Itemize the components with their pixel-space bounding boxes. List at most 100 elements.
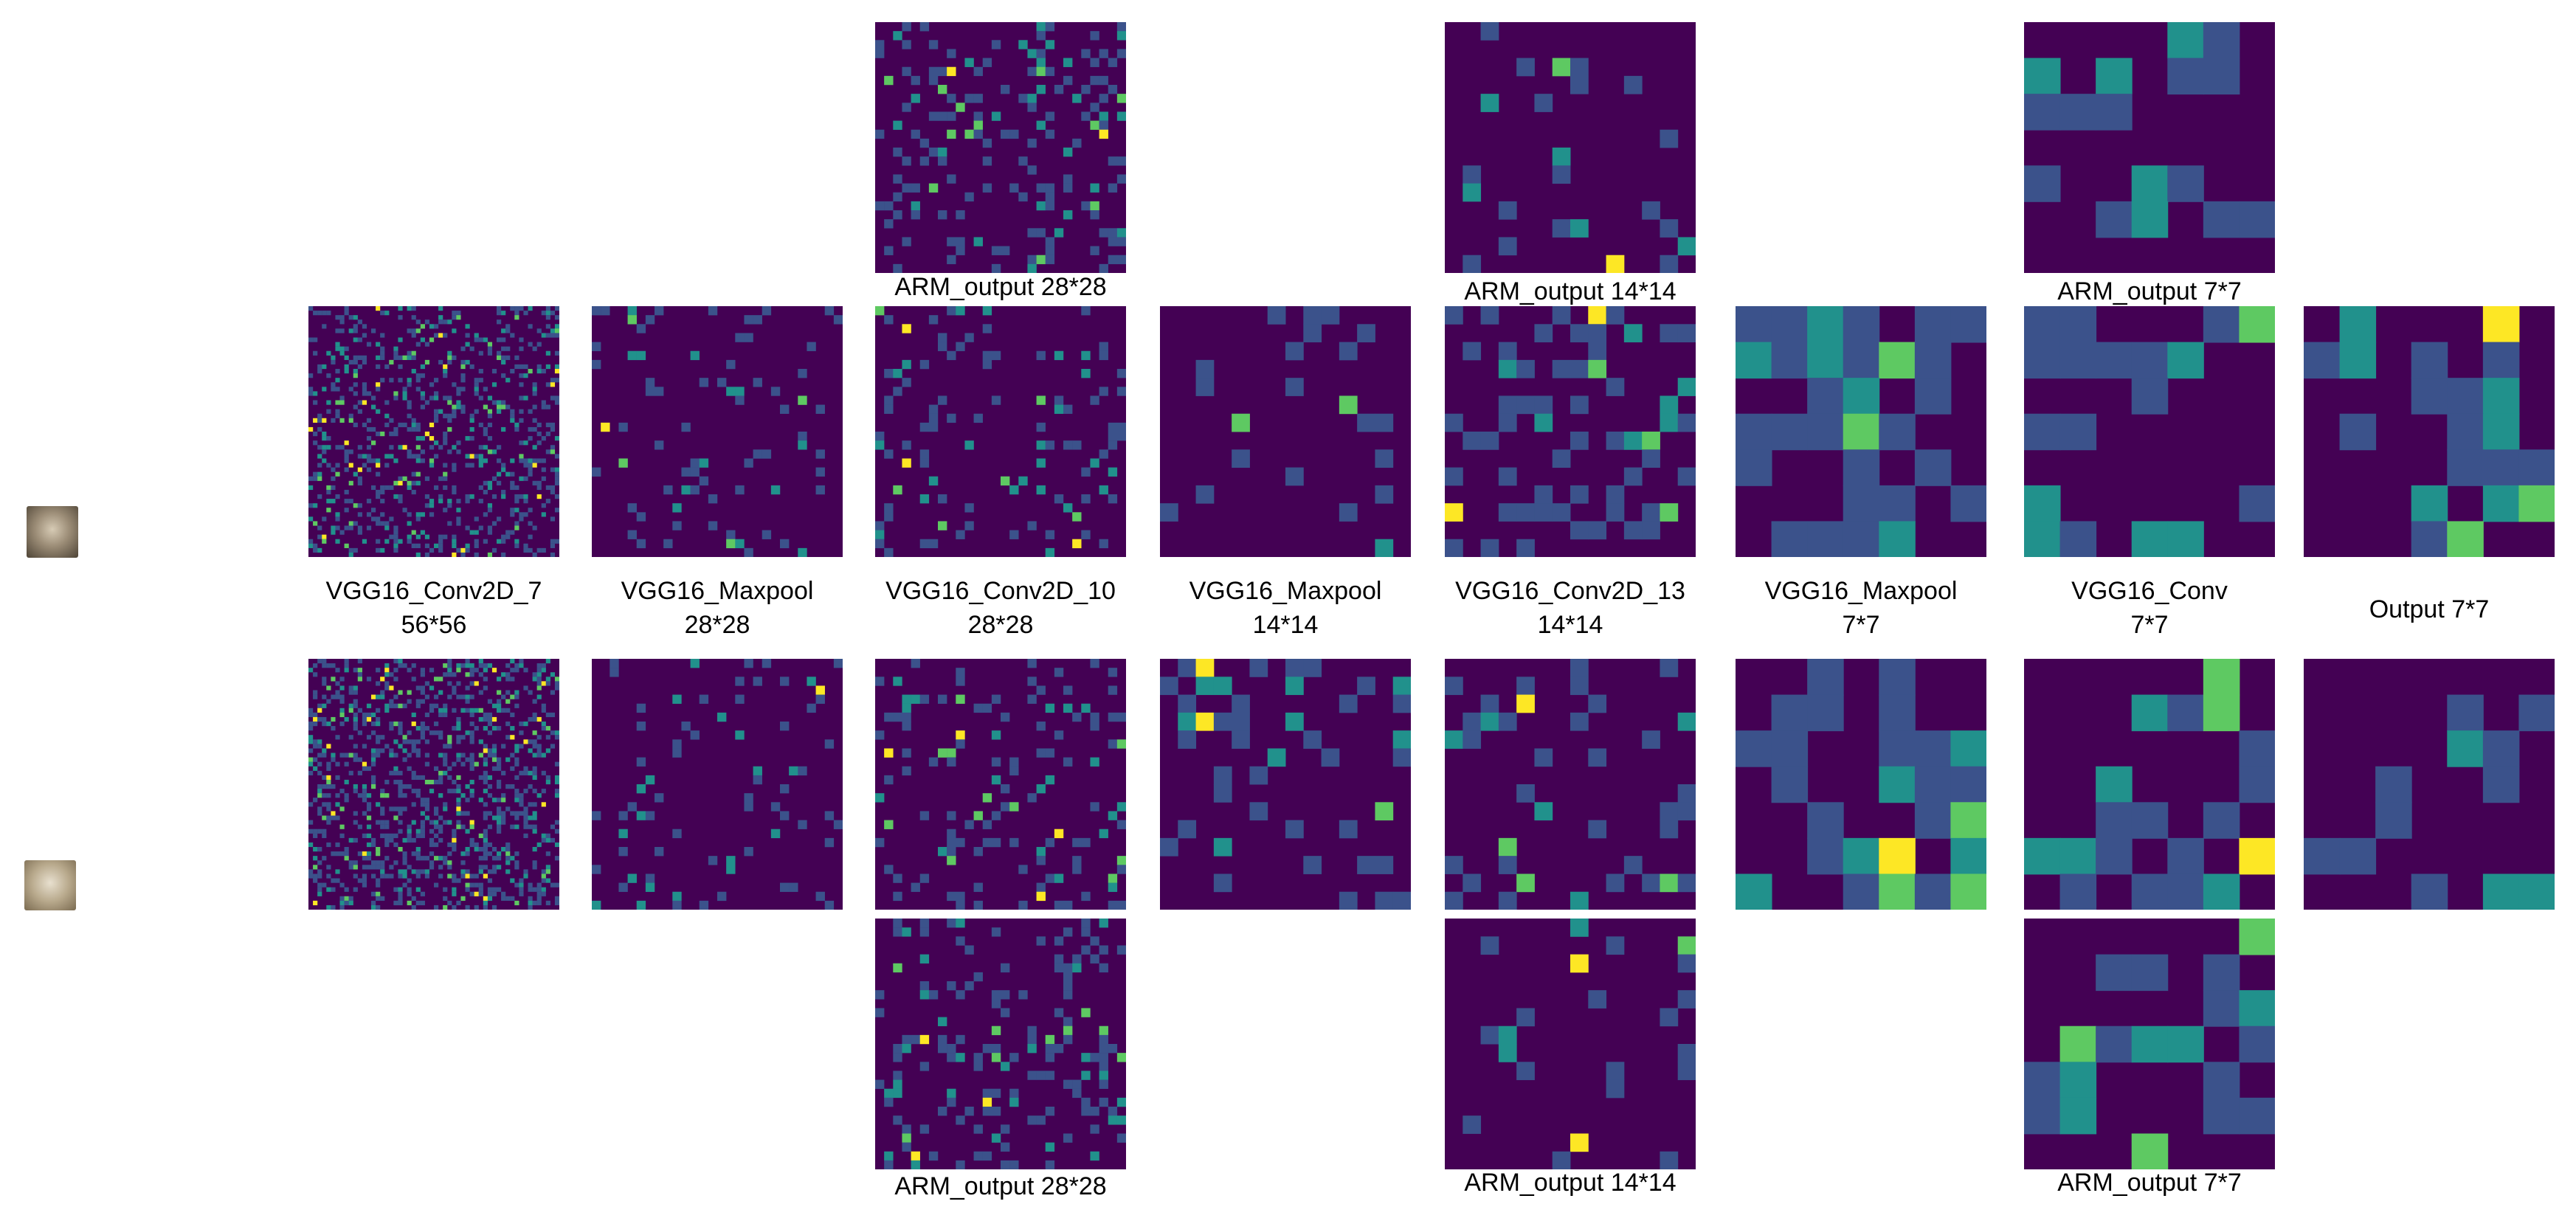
heatmap-cell [1108, 255, 1118, 265]
heatmap-cell [456, 404, 461, 409]
heatmap-cell [532, 730, 537, 736]
heatmap-cell [1445, 856, 1463, 874]
heatmap-cell [536, 882, 542, 888]
heatmap-cell [532, 672, 537, 677]
heatmap-cell [505, 896, 511, 901]
heatmap-cell [672, 748, 682, 758]
heatmap-cell [353, 712, 358, 718]
heatmap-cell [452, 847, 457, 852]
heatmap-cell [322, 432, 327, 437]
heatmap-cell [420, 802, 425, 807]
heatmap-cell [655, 306, 664, 316]
heatmap-cell [407, 454, 412, 459]
heatmap-cell [420, 395, 425, 401]
heatmap-cell [807, 677, 816, 686]
heatmap-cell [523, 739, 528, 744]
heatmap-cell [483, 837, 488, 843]
heatmap-cell [420, 820, 425, 825]
panel-row1-conv-7 [2024, 306, 2275, 557]
heatmap-cell [2203, 201, 2240, 238]
heatmap-cell [1950, 874, 1986, 910]
heatmap-cell [807, 703, 816, 713]
heatmap-cell [398, 811, 403, 816]
heatmap-cell [384, 681, 390, 686]
heatmap-cell [815, 694, 825, 704]
heatmap-cell [1570, 677, 1589, 696]
heatmap-cell [331, 878, 336, 883]
heatmap-cell [497, 761, 502, 767]
heatmap-cell [528, 369, 533, 374]
heatmap-cell [982, 58, 992, 67]
heatmap-cell [956, 237, 965, 246]
heatmap-cell [1072, 440, 1082, 450]
heatmap-cell [982, 1107, 992, 1116]
heatmap-cell [452, 355, 457, 360]
heatmap-cell [1375, 539, 1394, 557]
heatmap-cell [554, 842, 559, 848]
heatmap-cell [523, 440, 528, 446]
heatmap-cell [532, 525, 537, 530]
heatmap-cell [1642, 449, 1660, 468]
heatmap-cell [447, 413, 452, 418]
heatmap-cell [308, 748, 314, 753]
heatmap-cell [322, 659, 327, 664]
heatmap-cell [393, 722, 398, 727]
heatmap-cell [1027, 49, 1037, 58]
heatmap-cell [393, 766, 398, 771]
heatmap-cell [545, 833, 550, 838]
heatmap-cell [519, 811, 524, 816]
heatmap-cell [973, 66, 983, 77]
heatmap-cell [541, 726, 546, 731]
heatmap-cell [456, 663, 461, 668]
heatmap-cell [1045, 874, 1055, 883]
heatmap-cell [398, 690, 403, 695]
heatmap-cell [407, 400, 412, 405]
heatmap-cell [2024, 413, 2061, 451]
heatmap-cell [519, 878, 524, 883]
heatmap-cell [393, 458, 398, 463]
heatmap-cell [947, 856, 956, 865]
panel-row1-conv2d-7 [308, 306, 559, 557]
heatmap-cell [407, 485, 412, 491]
heatmap-cell [456, 508, 461, 513]
heatmap-cell [938, 66, 947, 77]
heatmap-cell [491, 891, 497, 896]
heatmap-cell [438, 690, 443, 695]
heatmap-cell [474, 516, 479, 522]
heatmap-cell [415, 328, 421, 333]
heatmap-cell [344, 458, 349, 463]
heatmap-cell [1534, 503, 1553, 522]
heatmap-cell [1498, 1044, 1517, 1062]
heatmap-cell [541, 891, 546, 896]
heatmap-cell [541, 703, 546, 708]
panel-row2-maxpool-14 [1160, 659, 1411, 910]
heatmap-cell [371, 748, 376, 753]
heatmap-cell [460, 373, 466, 378]
heatmap-cell [1303, 856, 1322, 874]
heatmap-cell [389, 703, 394, 708]
heatmap-cell [452, 842, 457, 848]
heatmap-cell [420, 775, 425, 781]
heatmap-cell [505, 663, 511, 668]
heatmap-cell [1914, 766, 1952, 803]
heatmap-cell [928, 315, 939, 325]
heatmap-cell [928, 1151, 939, 1161]
heatmap-cell [456, 820, 461, 825]
heatmap-cell [523, 824, 528, 829]
heatmap-cell [519, 891, 524, 896]
heatmap-cell [465, 699, 470, 704]
heatmap-cell [875, 40, 885, 49]
heatmap-cell [398, 820, 403, 825]
heatmap-cell [1213, 784, 1232, 803]
label-col1: VGG16_Conv2D_7 56*56 [325, 577, 542, 639]
heatmap-cell [627, 530, 637, 539]
heatmap-cell [541, 789, 546, 794]
heatmap-cell [348, 418, 353, 423]
heatmap-cell [875, 539, 885, 549]
heatmap-cell [532, 865, 537, 870]
heatmap-cell [911, 1151, 920, 1161]
heatmap-cell [1081, 703, 1091, 713]
heatmap-cell [420, 869, 425, 874]
heatmap-cell [2518, 694, 2555, 732]
heatmap-cell [928, 404, 939, 414]
